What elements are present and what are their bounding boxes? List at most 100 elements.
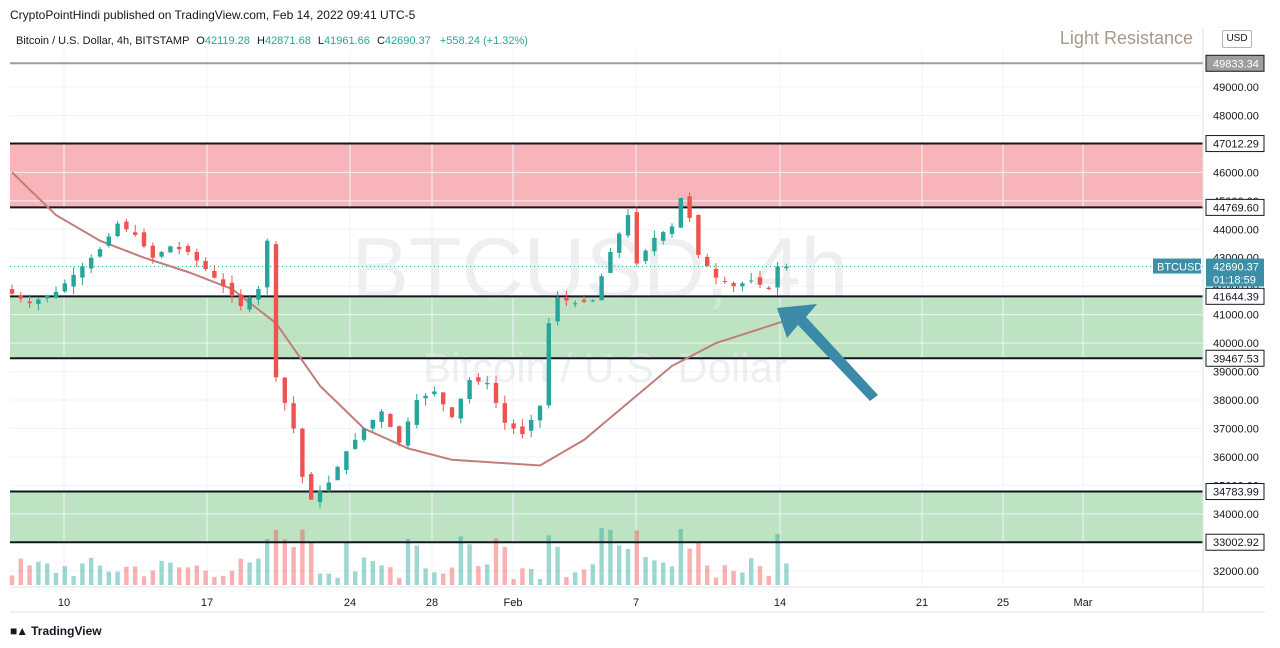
open-label: O: [196, 35, 205, 47]
pointer-arrow: [777, 304, 878, 401]
candle-body: [150, 245, 155, 258]
level-label-box: [1205, 135, 1265, 153]
candle-body: [97, 249, 103, 257]
volume-bar: [652, 560, 657, 585]
high-value: 42871.68: [264, 35, 311, 47]
price-tick-label: 41000.00: [1213, 310, 1259, 322]
tradingview-logo-icon: ■▲: [10, 624, 28, 638]
time-tick-label: 17: [201, 597, 213, 609]
candle-body: [265, 240, 270, 288]
candle-body: [317, 491, 323, 503]
candle-body: [106, 236, 111, 246]
price-tick-label: 32000.00: [1213, 566, 1259, 578]
annotation-light-resistance: Light Resistance: [1060, 28, 1193, 48]
time-tick-label: 10: [58, 597, 70, 609]
volume-bar: [696, 542, 701, 585]
candle-body: [115, 223, 120, 237]
publication-line: CryptoPointHindi published on TradingVie…: [10, 8, 416, 22]
volume-bar: [317, 573, 323, 585]
current-price-label: 42690.37: [1213, 262, 1259, 274]
candle-body: [405, 421, 411, 446]
candle-body: [625, 215, 631, 236]
volume-bar: [634, 530, 639, 585]
volume-bar: [150, 570, 155, 585]
volume-bar: [581, 569, 587, 585]
volume-bar: [159, 560, 164, 585]
candle-body: [432, 391, 437, 395]
candle-body: [273, 244, 279, 378]
volume-bar: [115, 571, 120, 585]
candle-body: [634, 212, 639, 264]
volume-bar: [713, 577, 719, 585]
candle-body: [36, 299, 41, 304]
volume-bar: [177, 567, 182, 585]
level-label: 39467.53: [1213, 353, 1259, 365]
candle-body: [361, 428, 367, 440]
volume-bar: [221, 575, 226, 585]
price-tick-label: 37000.00: [1213, 423, 1259, 435]
low-label: L: [317, 35, 325, 47]
candle-body: [669, 226, 675, 234]
candle-body: [71, 274, 76, 287]
volume-bar: [414, 545, 419, 585]
current-symbol-tag: [1153, 258, 1201, 274]
volume-bar: [485, 564, 490, 585]
volume-bar: [71, 576, 76, 585]
price-tick-label: 40000.00: [1213, 338, 1259, 350]
candle-body: [493, 382, 499, 403]
candle-body: [18, 295, 23, 299]
volume-bar: [106, 571, 111, 585]
candle-body: [344, 451, 349, 470]
price-tick-label: 44000.00: [1213, 224, 1259, 236]
candle-body: [661, 232, 666, 241]
volume-bar: [476, 566, 481, 585]
resistance-zone: [10, 143, 1203, 208]
candle-body: [212, 270, 217, 278]
volume-bar: [467, 544, 472, 585]
axes-layer: 32000.0033000.0034000.0035000.0036000.00…: [10, 28, 1265, 613]
volume-bar: [361, 557, 367, 585]
candle-body: [590, 300, 595, 302]
candle-body: [309, 474, 314, 500]
volume-bar: [555, 546, 560, 585]
candle-body: [423, 395, 428, 399]
time-tick-label: 14: [774, 597, 786, 609]
volume-bar: [441, 573, 446, 585]
candle-body: [441, 392, 446, 405]
watermark-name: Bitcoin / U.S. Dollar: [423, 344, 787, 391]
level-label-box: [1205, 287, 1265, 305]
level-label: 47012.29: [1213, 139, 1259, 151]
symbol-legend: Bitcoin / U.S. Dollar, 4h, BITSTAMP O421…: [16, 35, 528, 47]
time-tick-label: 7: [633, 597, 639, 609]
volume-bar: [397, 577, 402, 585]
volume-bar: [124, 566, 129, 585]
levels-layer: [10, 62, 1203, 544]
volume-bar: [353, 571, 358, 585]
candle-body: [573, 303, 578, 305]
level-label-box: [1205, 533, 1265, 551]
candle-body: [555, 297, 560, 322]
price-tick-label: 39000.00: [1213, 367, 1259, 379]
high-label: H: [256, 35, 265, 47]
volume-bar: [203, 570, 208, 585]
watermark-symbol: BTCUSD, 4h: [351, 221, 848, 317]
volume-bar: [273, 529, 279, 585]
volume-bar: [89, 557, 94, 585]
volume-bar: [141, 576, 147, 585]
candle-body: [247, 297, 252, 310]
current-price-tag: [1206, 258, 1264, 287]
volume-bar: [740, 572, 745, 585]
volume-bar: [573, 572, 578, 585]
volume-bar: [238, 558, 243, 585]
candle-body: [449, 407, 455, 418]
symbol-title: Bitcoin / U.S. Dollar, 4h, BITSTAMP: [16, 35, 190, 47]
volume-bar: [212, 577, 217, 585]
currency-badge[interactable]: USD: [1222, 30, 1252, 48]
zones-layer: [10, 143, 1203, 543]
volume-bar: [247, 562, 252, 585]
volume-bar: [731, 570, 736, 585]
price-tick-label: 48000.00: [1213, 110, 1259, 122]
level-label: 44769.60: [1213, 202, 1259, 214]
candle-body: [159, 252, 164, 257]
